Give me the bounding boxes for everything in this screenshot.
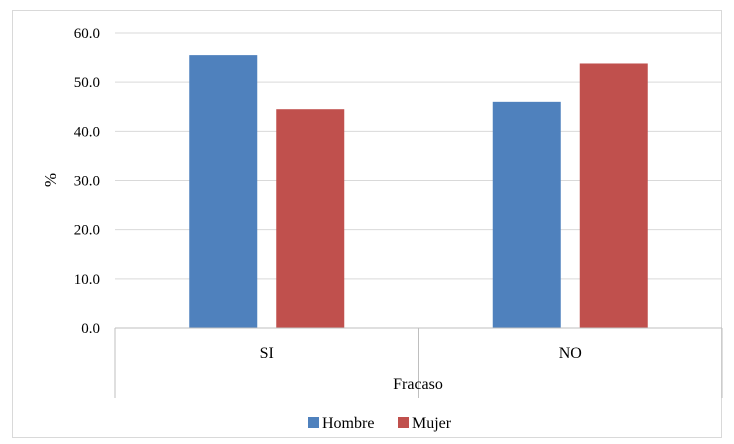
legend: Hombre Mujer <box>308 415 452 432</box>
y-axis-ticks: 0.0 10.0 20.0 30.0 40.0 50.0 60.0 <box>74 26 100 337</box>
bars <box>189 55 648 328</box>
y-tick-label: 60.0 <box>74 26 100 42</box>
legend-swatch-hombre <box>308 417 319 428</box>
bar-hombre-si <box>189 55 258 328</box>
x-tick-label: SI <box>260 345 274 362</box>
x-axis-label: Fracaso <box>393 376 443 393</box>
x-axis: SI NO <box>114 327 723 398</box>
y-tick-label: 10.0 <box>74 272 100 288</box>
y-tick-label: 0.0 <box>81 321 100 337</box>
y-axis-label: % <box>41 173 60 187</box>
legend-swatch-mujer <box>398 417 409 428</box>
y-tick-label: 40.0 <box>74 124 100 140</box>
legend-label-mujer: Mujer <box>412 415 452 432</box>
y-tick-label: 30.0 <box>74 174 100 190</box>
y-tick-label: 20.0 <box>74 223 100 239</box>
bar-mujer-si <box>276 109 345 328</box>
legend-label-hombre: Hombre <box>322 415 374 432</box>
bar-mujer-no <box>579 63 648 328</box>
x-tick-label: NO <box>559 345 582 362</box>
bar-hombre-no <box>492 101 561 328</box>
y-tick-label: 50.0 <box>74 75 100 91</box>
